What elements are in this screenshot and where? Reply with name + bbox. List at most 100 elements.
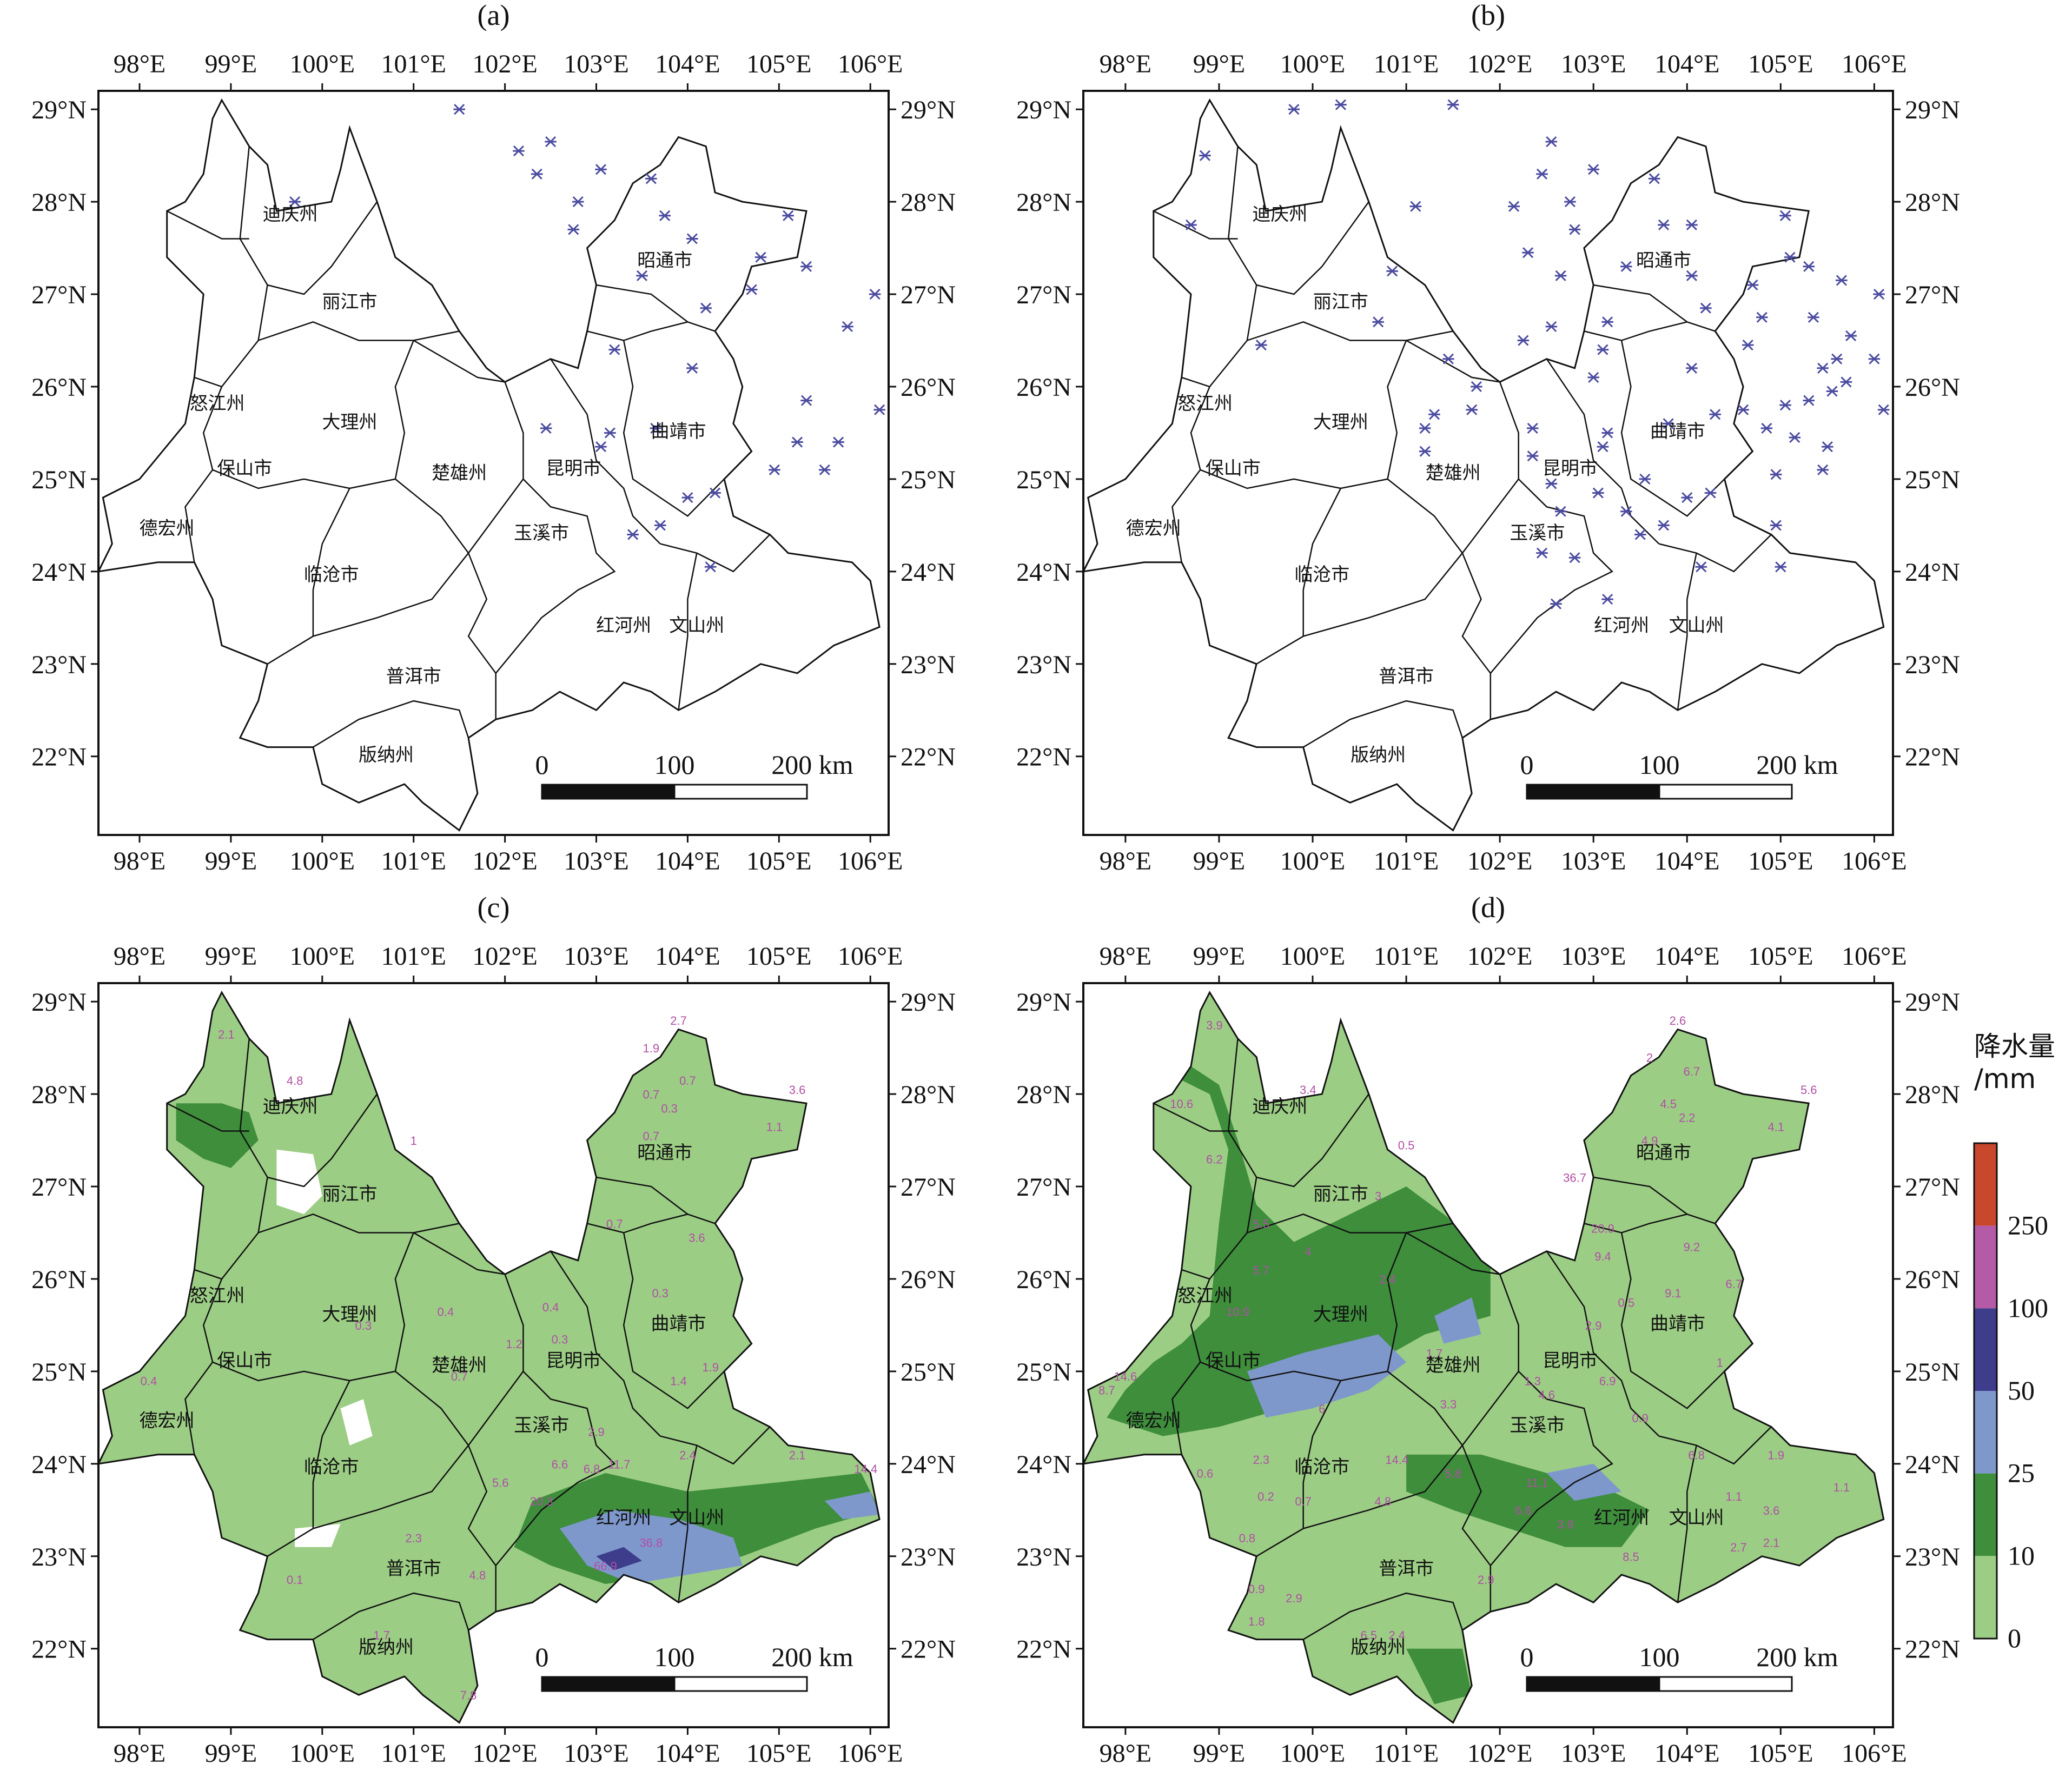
lon-label-top: 101°E — [381, 50, 446, 78]
precip-value: 6.8 — [584, 1462, 600, 1476]
station-marker — [1568, 224, 1581, 235]
station-marker — [745, 284, 758, 295]
region-label: 文山州 — [1669, 1507, 1724, 1529]
precip-value: 9.4 — [1594, 1250, 1611, 1263]
precip-value: 7.8 — [460, 1689, 477, 1702]
station-marker — [627, 529, 639, 540]
precip-value: 6.2 — [1206, 1152, 1223, 1166]
region-label: 迪庆州 — [1252, 203, 1307, 225]
lon-label-bottom: 105°E — [1748, 1739, 1813, 1768]
prefecture-boundary — [258, 321, 460, 341]
prefecture-boundary — [550, 359, 661, 545]
precip-value: 4.9 — [1641, 1134, 1658, 1148]
region-label: 曲靖市 — [651, 1313, 706, 1335]
precip-value: 3.9 — [1206, 1018, 1223, 1032]
prefecture-boundary — [202, 1278, 223, 1363]
prefecture-boundary — [1181, 1177, 1257, 1280]
lat-label-left: 27°N — [1016, 281, 1071, 309]
region-label: 普洱市 — [386, 1558, 441, 1580]
precip-value: 4 — [1305, 1245, 1311, 1258]
station-marker — [754, 251, 767, 263]
station-marker — [1695, 561, 1707, 573]
region-label: 昭通市 — [1636, 250, 1691, 271]
station-marker — [1419, 446, 1431, 457]
lon-label-bottom: 103°E — [1561, 847, 1626, 876]
station-marker — [1536, 547, 1548, 559]
lat-label-right: 24°N — [901, 1450, 956, 1479]
region-label: 昆明市 — [1543, 457, 1598, 479]
lat-label-left: 25°N — [1016, 466, 1071, 494]
station-marker — [1770, 469, 1782, 480]
lon-label-bottom: 103°E — [564, 847, 629, 876]
precip-area — [340, 1399, 373, 1446]
precip-value: 6.6 — [1515, 1504, 1532, 1517]
lat-label-left: 29°N — [1016, 988, 1071, 1017]
prefecture-boundary — [1490, 479, 1613, 674]
prefecture-boundary — [1340, 1232, 1407, 1382]
region-label: 保山市 — [1206, 1350, 1261, 1371]
prefecture-boundary — [623, 340, 725, 517]
station-marker — [1840, 376, 1852, 388]
lon-label-bottom: 98°E — [114, 1739, 166, 1768]
lat-label-right: 23°N — [901, 651, 956, 679]
precip-value: 2.6 — [1670, 1014, 1686, 1027]
station-marker — [1686, 270, 1698, 281]
prefecture-boundary — [1190, 1278, 1210, 1363]
scalebar-label-200: 200 km — [771, 1642, 853, 1672]
station-marker — [545, 136, 557, 148]
lon-label-bottom: 106°E — [838, 1739, 903, 1768]
station-marker — [800, 261, 812, 272]
precip-area — [1406, 1454, 1650, 1547]
lon-label-bottom: 101°E — [1374, 847, 1439, 876]
precip-value: 2.4 — [1388, 1629, 1405, 1642]
region-label: 保山市 — [1206, 457, 1261, 479]
lat-label-left: 23°N — [1016, 1543, 1071, 1572]
prefecture-boundary — [313, 552, 469, 637]
lat-label-right: 23°N — [1905, 1543, 1960, 1572]
station-marker — [1592, 487, 1604, 499]
precip-value: 6.7 — [1684, 1065, 1700, 1078]
station-marker — [572, 196, 584, 208]
lat-label-right: 22°N — [901, 1635, 956, 1664]
station-marker — [1817, 362, 1829, 374]
lat-label-right: 25°N — [1905, 1358, 1960, 1387]
station-marker — [636, 270, 648, 281]
station-marker — [1564, 196, 1576, 208]
station-marker — [1554, 270, 1567, 281]
precip-value: 3.6 — [1763, 1504, 1780, 1517]
lon-label-top: 98°E — [1100, 942, 1152, 971]
lat-label-right: 23°N — [1905, 651, 1960, 679]
scalebar-black — [1526, 1676, 1660, 1692]
precip-value: 0.8 — [1239, 1531, 1256, 1545]
lon-label-top: 105°E — [1748, 50, 1813, 78]
scalebar-black — [541, 784, 676, 800]
prefecture-boundary — [1200, 469, 1341, 489]
lon-label-top: 106°E — [838, 50, 903, 78]
region-label: 保山市 — [217, 457, 272, 479]
region-label: 临沧市 — [1294, 564, 1349, 586]
colorbar-swatch — [1974, 1143, 1997, 1226]
region-label: 临沧市 — [1294, 1456, 1349, 1478]
lon-label-bottom: 99°E — [205, 1739, 257, 1768]
lon-label-top: 102°E — [472, 50, 538, 78]
prefecture-boundary — [623, 1232, 725, 1409]
prefecture-boundary — [678, 553, 698, 711]
precip-value: 5.6 — [1800, 1083, 1817, 1097]
precip-value: 3.6 — [789, 1083, 806, 1097]
lat-label-left: 27°N — [31, 281, 87, 309]
station-marker — [1803, 395, 1815, 406]
station-marker — [1704, 487, 1717, 499]
station-marker — [1760, 422, 1773, 434]
prefecture-boundary — [587, 1213, 716, 1234]
station-marker — [1681, 492, 1693, 503]
lat-label-left: 24°N — [31, 1450, 87, 1479]
map-panel-c: (c)2.14.81.92.70.70.70.33.61.10.710.73.6… — [31, 891, 956, 1768]
precip-value: 0.3 — [552, 1333, 568, 1347]
prefecture-boundary — [1303, 552, 1463, 637]
lon-label-top: 106°E — [838, 942, 903, 971]
province-fill — [98, 100, 880, 831]
lat-label-left: 25°N — [1016, 1358, 1071, 1387]
colorbar-swatch — [1974, 1225, 1997, 1309]
precip-value: 1.9 — [1768, 1448, 1784, 1462]
lat-label-right: 22°N — [1905, 743, 1960, 772]
